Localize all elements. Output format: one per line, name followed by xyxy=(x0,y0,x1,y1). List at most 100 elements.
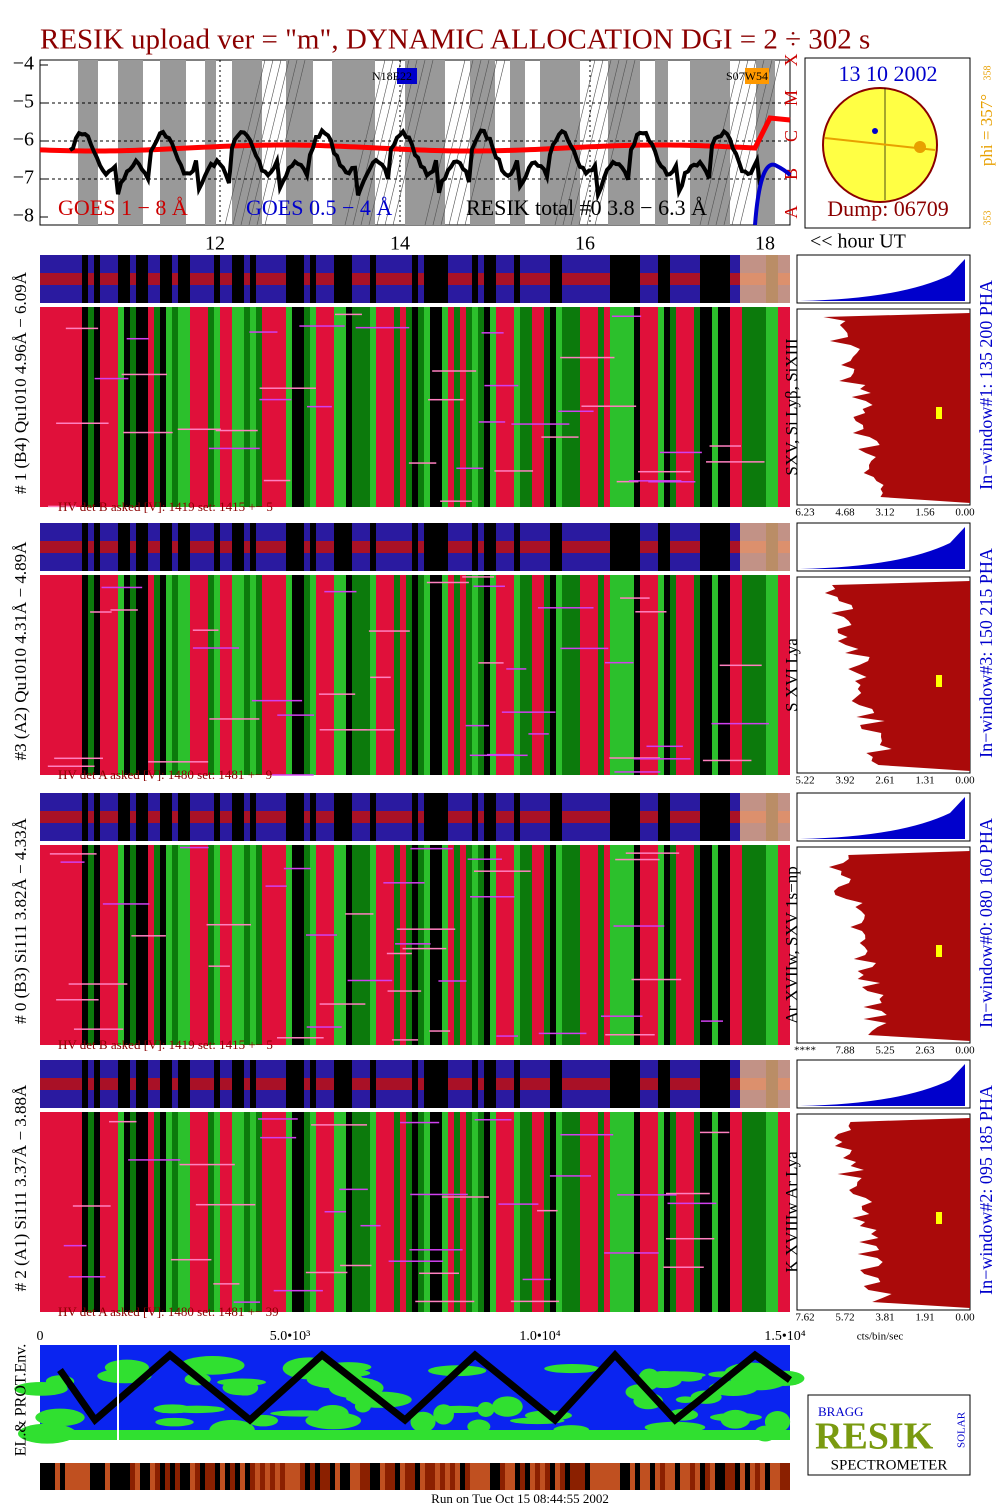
spectrogram-column xyxy=(598,307,604,507)
spectrogram-speckle xyxy=(648,481,696,483)
spectrogram-column xyxy=(466,1112,472,1312)
env-strip-cell xyxy=(365,1463,370,1490)
strip-gap xyxy=(490,523,496,571)
spectrogram-column xyxy=(568,1112,574,1312)
spectrogram-column xyxy=(238,1112,244,1312)
spectrogram-speckle xyxy=(259,387,316,389)
spectrogram-speckle xyxy=(428,398,464,401)
orbit-night-band xyxy=(118,60,143,225)
env-strip-cell xyxy=(355,1463,360,1490)
strip-gap xyxy=(178,793,184,841)
env-strip-cell xyxy=(295,1463,300,1490)
strip-gap xyxy=(658,793,664,841)
spectrogram-column xyxy=(658,1112,664,1312)
spectrogram-speckle xyxy=(537,607,594,609)
goes-y-tick: −8 xyxy=(13,205,34,227)
spectrogram-column xyxy=(490,845,496,1045)
flare-class: X xyxy=(781,54,801,67)
spectrogram-speckle xyxy=(410,847,453,850)
strip-gap xyxy=(124,1060,130,1108)
spectrogram-column xyxy=(454,845,460,1045)
spectrogram-column xyxy=(568,845,574,1045)
strip-gap xyxy=(412,255,418,303)
env-strip-cell xyxy=(685,1463,690,1490)
spectrogram-column xyxy=(742,1112,748,1312)
env-strip-cell xyxy=(450,1463,455,1490)
spectrogram-column xyxy=(166,1112,172,1312)
strip-gap xyxy=(424,1060,430,1108)
window-label: In−window#2: 095 185 PHA xyxy=(976,1085,996,1295)
spectrogram-speckle xyxy=(538,1032,587,1035)
hatch xyxy=(368,59,410,226)
spectrogram-speckle xyxy=(558,410,594,413)
hatch xyxy=(464,59,506,226)
env-strip-cell xyxy=(640,1463,645,1490)
hatch xyxy=(594,59,636,226)
spectrogram-column xyxy=(166,845,172,1045)
spectrogram-column xyxy=(172,575,178,775)
spectrogram-column xyxy=(304,845,310,1045)
spectrogram-column xyxy=(286,575,292,775)
spectrogram-column xyxy=(742,575,748,775)
spectrogram-column xyxy=(346,575,352,775)
env-strip-cell xyxy=(650,1463,655,1490)
spectrum-tick: 1.56 xyxy=(915,507,935,519)
spectrogram-column xyxy=(610,575,616,775)
region-marker xyxy=(397,68,417,84)
spectrogram-column xyxy=(700,575,706,775)
strip-gap xyxy=(82,255,88,303)
strip-gap xyxy=(706,1060,712,1108)
spectrum-tick: 3.92 xyxy=(835,775,854,787)
spectrogram-column xyxy=(370,575,376,775)
spectrum-tick: 4.68 xyxy=(835,507,855,519)
strip-gap xyxy=(412,1060,418,1108)
spectrogram-speckle xyxy=(68,983,128,985)
env-strip-cell xyxy=(180,1463,185,1490)
resik-total-curve xyxy=(68,127,762,203)
spectrogram-column xyxy=(406,575,412,775)
strip-gap xyxy=(232,523,238,571)
strip-gap xyxy=(634,523,640,571)
spectrogram-speckle xyxy=(148,761,209,763)
spectrogram-speckle xyxy=(501,711,556,713)
spectrogram-speckle xyxy=(560,647,609,650)
strip-gap xyxy=(712,255,718,303)
strip-gap xyxy=(298,1060,304,1108)
env-particles xyxy=(544,1363,600,1374)
hatch xyxy=(424,59,466,226)
spectrogram-column xyxy=(670,575,676,775)
spectrogram-column xyxy=(394,1112,400,1312)
strip-gap xyxy=(622,255,628,303)
spectrogram-column xyxy=(142,845,148,1045)
env-strip-cell xyxy=(525,1463,530,1490)
strip-gap xyxy=(472,1060,478,1108)
spectrogram-column xyxy=(418,1112,424,1312)
phi-label: phi = 357° xyxy=(977,94,996,166)
env-strip-cell xyxy=(420,1463,425,1490)
env-strip-cell xyxy=(560,1463,565,1490)
strip-gap xyxy=(550,255,556,303)
env-strip-cell xyxy=(735,1463,740,1490)
spectrogram-speckle xyxy=(646,745,683,748)
spectrogram-column xyxy=(208,575,214,775)
spectrogram-column xyxy=(748,307,754,507)
time-unit: << hour UT xyxy=(810,231,906,253)
spectrogram-speckle xyxy=(319,729,367,731)
strip-gap xyxy=(118,793,124,841)
strip-gap xyxy=(724,1060,730,1108)
goes-short-curve xyxy=(753,162,792,226)
spectrogram-column xyxy=(766,845,772,1045)
spectrogram-column xyxy=(418,307,424,507)
strip-gap xyxy=(484,1060,490,1108)
spectrogram-column xyxy=(358,1112,364,1312)
spectrogram-column xyxy=(166,307,172,507)
env-strip-cell xyxy=(215,1463,220,1490)
env-strip-cell xyxy=(500,1463,505,1490)
spectrogram-speckle xyxy=(429,1030,451,1032)
spectrogram-speckle xyxy=(206,923,252,926)
spectrogram-speckle xyxy=(402,947,447,950)
line-label: K XVIIIw Ar Lya xyxy=(782,1151,801,1273)
spectrogram-column xyxy=(118,575,124,775)
spectrogram-column xyxy=(172,845,178,1045)
env-strip-cell xyxy=(330,1463,335,1490)
